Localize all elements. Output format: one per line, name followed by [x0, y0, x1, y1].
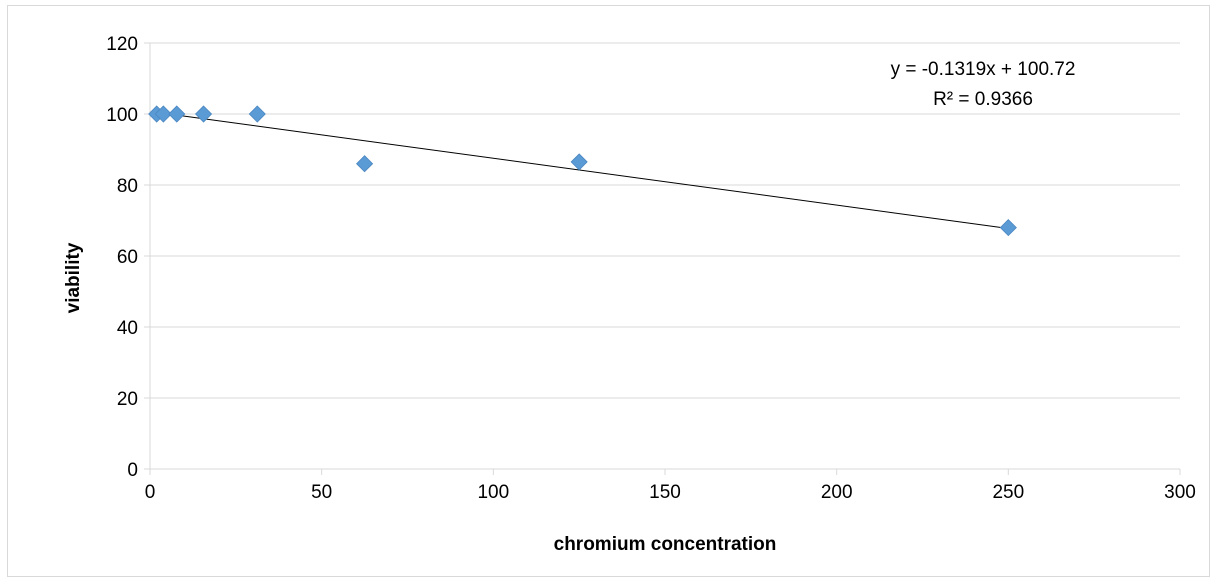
data-point-0-5	[356, 155, 374, 173]
y-axis-title: viability	[63, 242, 84, 313]
data-point-0-3	[194, 105, 213, 123]
data-point-0-2	[168, 105, 186, 123]
x-axis-title: chromium concentration	[554, 534, 777, 555]
y-tick-label-20: 20	[117, 389, 138, 410]
data-point-0-6	[570, 153, 588, 171]
trendline	[156, 111, 1009, 230]
x-tick-labels: 0 50 100 150 200 250 300	[145, 482, 1196, 503]
x-tick-label-100: 100	[477, 482, 509, 503]
chart-area	[7, 5, 1210, 577]
y-tick-label-120: 120	[106, 34, 138, 55]
y-tick-label-0: 0	[127, 460, 138, 481]
y-tick-label-80: 80	[117, 176, 138, 197]
y-tick-label-100: 100	[106, 105, 138, 126]
y-tick-label-40: 40	[117, 318, 138, 339]
gridlines	[150, 42, 1180, 399]
x-tick-label-150: 150	[649, 482, 681, 503]
y-tick-labels: 0 20 40 60 80 100 120	[106, 34, 138, 481]
data-point-0-1	[154, 105, 172, 123]
x-tick-label-0: 0	[145, 482, 156, 503]
y-tick-label-60: 60	[117, 247, 138, 268]
trendline-equation: y = -0.1319x + 100.72	[891, 59, 1076, 80]
x-tick-label-200: 200	[821, 482, 853, 503]
data-point-0-4	[248, 105, 266, 123]
x-tick-label-250: 250	[992, 482, 1024, 503]
x-tick-label-50: 50	[311, 482, 332, 503]
trendline-r-squared: R² = 0.9366	[933, 89, 1033, 110]
trendline-group	[156, 111, 1009, 230]
data-points	[148, 105, 1017, 237]
x-tick-label-300: 300	[1164, 482, 1196, 503]
data-point-0-7	[999, 219, 1017, 237]
